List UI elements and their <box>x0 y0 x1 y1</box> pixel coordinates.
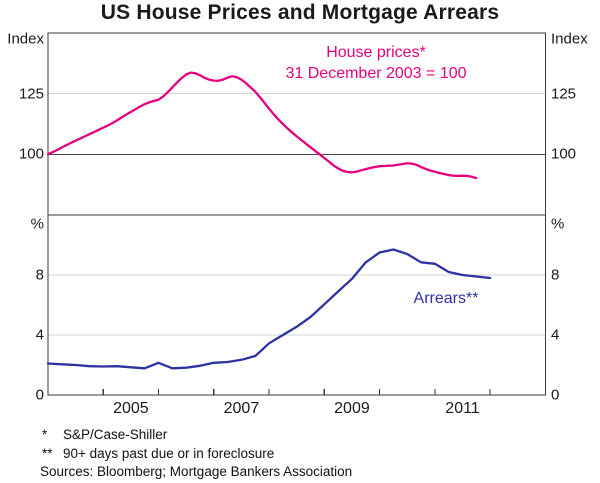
y-axis-label-4-left: 4 <box>35 326 44 344</box>
sources-line: Sources: Bloomberg; Mortgage Bankers Ass… <box>40 463 353 479</box>
y-axis-unit-pct-left: % <box>30 215 44 232</box>
y-axis-unit-index-right: Index <box>551 30 588 47</box>
arrears-line <box>46 248 492 370</box>
house-prices-label-line2: 31 December 2003 = 100 <box>285 65 467 82</box>
chart-title: US House Prices and Mortgage Arrears <box>100 1 500 24</box>
y-axis-label-4-right: 4 <box>551 326 560 344</box>
y-axis-label-125-left: 125 <box>18 85 44 103</box>
footnote-2-text: 90+ days past due or in foreclosure <box>63 445 275 461</box>
y-axis-label-100-left: 100 <box>18 145 44 163</box>
footnote-2-symbol: ** <box>42 445 53 461</box>
plot-border <box>47 32 546 396</box>
x-axis-label-2005: 2005 <box>113 400 149 417</box>
x-axis-label-2009: 2009 <box>334 400 370 417</box>
y-axis-unit-index-left: Index <box>7 30 44 47</box>
y-axis-label-125-right: 125 <box>551 85 577 103</box>
y-axis-label-8-right: 8 <box>551 266 560 284</box>
y-axis-label-0-left: 0 <box>35 386 44 403</box>
footnote-1-text: S&P/Case-Shiller <box>63 427 168 442</box>
house-prices-line <box>46 71 478 180</box>
y-axis-label-0-right: 0 <box>551 386 560 403</box>
footnote-1-symbol: * <box>42 427 48 442</box>
x-axis-label-2011: 2011 <box>445 400 480 417</box>
y-axis-unit-pct-right: % <box>551 215 565 232</box>
x-axis-label-2007: 2007 <box>223 400 260 417</box>
house-prices-label-line1: House prices* <box>326 44 426 61</box>
arrears-series-label: Arrears** <box>413 290 479 307</box>
y-axis-label-8-left: 8 <box>35 266 44 284</box>
house-prices-series-label: House prices* 31 December 2003 = 100 <box>285 42 466 84</box>
y-axis-label-100-right: 100 <box>551 145 577 163</box>
